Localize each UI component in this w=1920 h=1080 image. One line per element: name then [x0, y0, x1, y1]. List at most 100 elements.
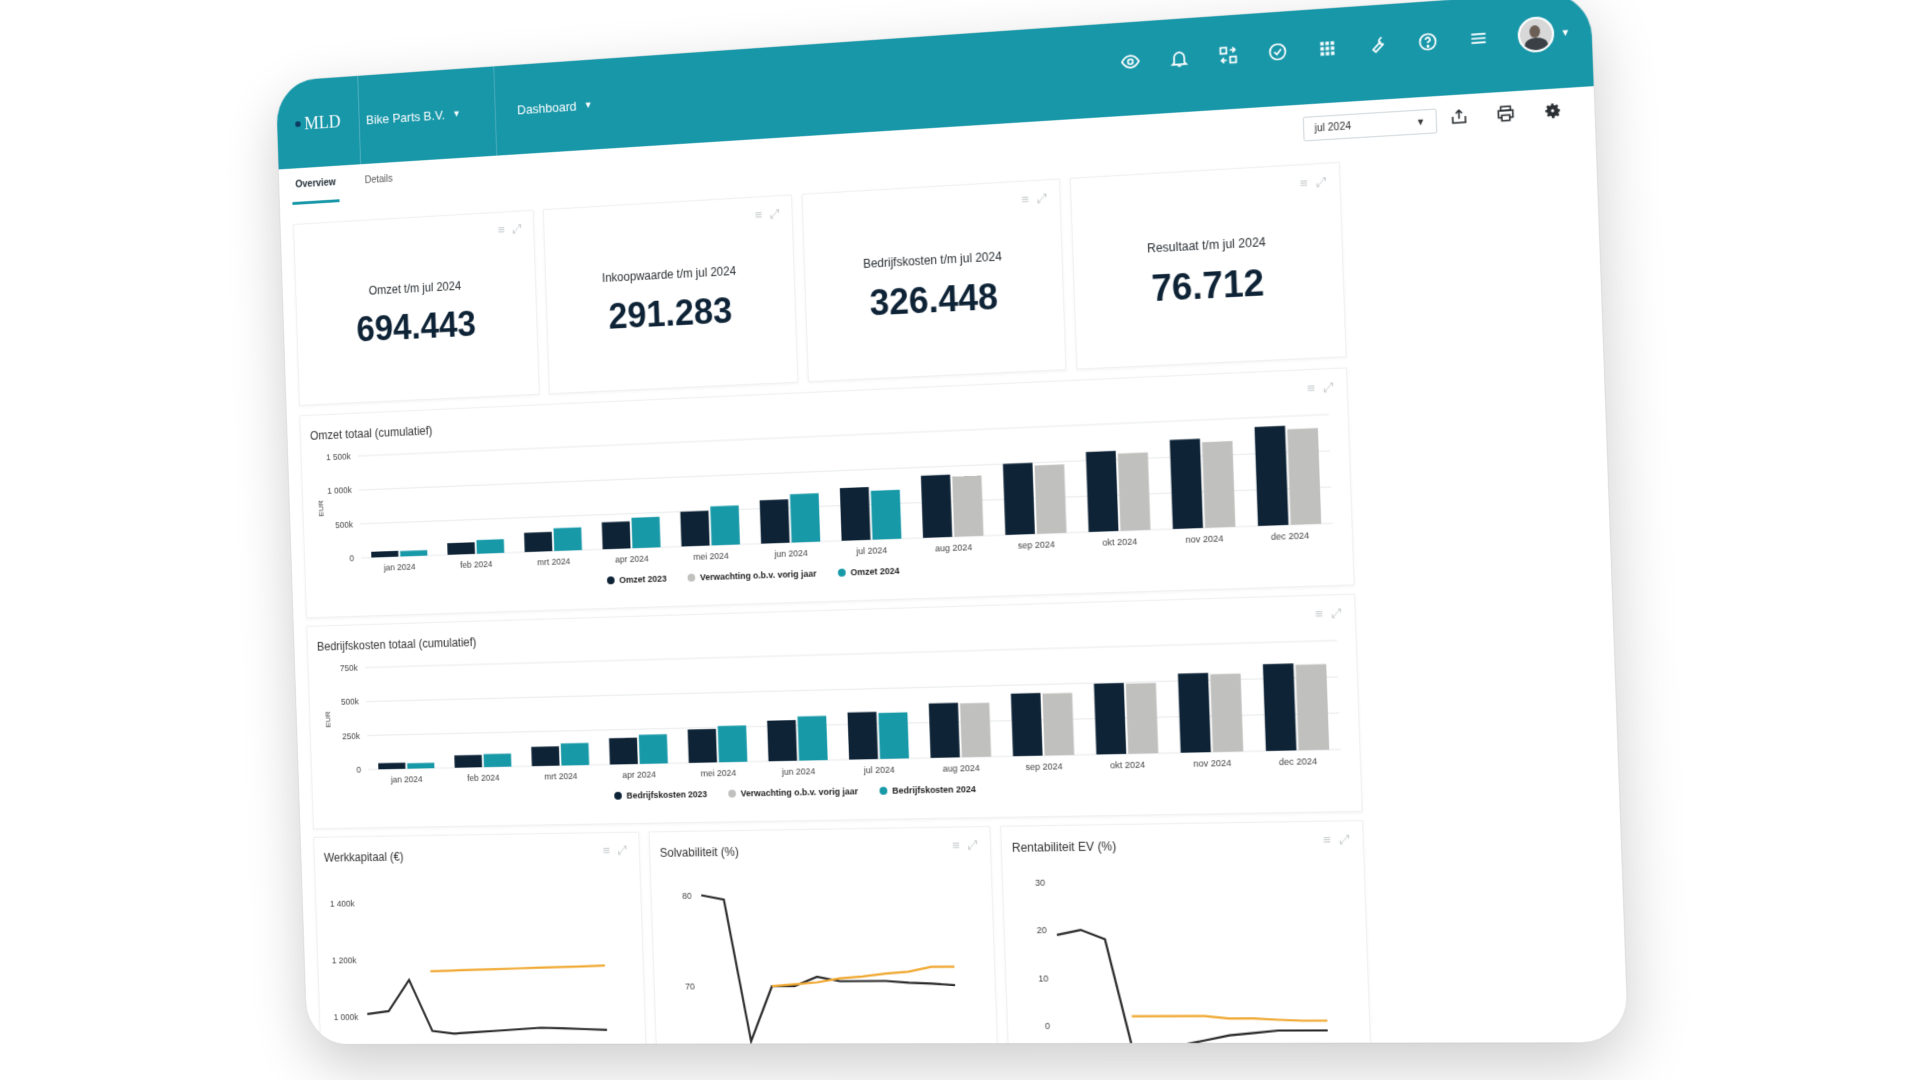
bar	[400, 550, 427, 556]
y-tick-label: 0	[1045, 1021, 1051, 1031]
chevron-down-icon[interactable]: ▼	[1560, 27, 1570, 38]
legend-marker	[607, 576, 615, 584]
expand-icon[interactable]: ⤢	[770, 206, 781, 222]
kpi-label: Omzet t/m jul 2024	[296, 275, 535, 301]
menu-icon[interactable]	[1467, 26, 1491, 50]
gridline	[365, 640, 1337, 667]
series-line	[430, 966, 605, 972]
chart-card-rentabiliteit: ≡ ⤢ Rentabiliteit EV (%) 0 10 20 30	[1000, 820, 1371, 1044]
view-selector[interactable]: Dashboard ▼	[516, 60, 594, 155]
bar	[929, 703, 960, 758]
kpi-card: ≡ ⤢ Inkoopwaarde t/m jul 2024 291.283	[543, 194, 798, 394]
expand-icon[interactable]: ⤢	[1037, 190, 1048, 207]
expand-icon[interactable]: ⤢	[1316, 174, 1327, 191]
tab-overview[interactable]: Overview	[291, 169, 340, 204]
bar	[447, 542, 475, 555]
bar	[371, 551, 398, 558]
bar	[798, 716, 828, 761]
bar	[476, 539, 504, 554]
bar	[631, 517, 660, 549]
period-select[interactable]: jul 2024 ▼	[1303, 109, 1438, 142]
chevron-down-icon: ▼	[584, 100, 593, 110]
dashboard-content: ≡ ⤢ Omzet t/m jul 2024 694.443 ≡ ⤢ Inkoopw…	[293, 154, 1510, 1044]
bell-icon[interactable]	[1168, 46, 1191, 70]
x-tick-label: jun 2024	[781, 766, 816, 777]
legend-marker	[614, 792, 622, 800]
kpi-card: ≡ ⤢ Omzet t/m jul 2024 694.443	[293, 210, 540, 406]
check-circle-icon[interactable]	[1266, 40, 1290, 64]
bar	[840, 487, 871, 541]
print-icon[interactable]	[1496, 103, 1518, 125]
legend-marker	[687, 574, 695, 582]
header-icons: ▼	[1119, 15, 1571, 80]
legend-marker	[728, 790, 736, 798]
menu-icon[interactable]: ≡	[498, 222, 506, 238]
bar	[767, 720, 797, 761]
legend-label: Bedrijfskosten 2024	[892, 784, 976, 796]
kpi-value: 76.712	[1074, 257, 1344, 314]
help-icon[interactable]	[1416, 30, 1440, 54]
bar	[1094, 683, 1126, 755]
app-window: MLD Bike Parts B.V. ▼ Dashboard ▼ ▼ Overvi…	[276, 0, 1628, 1044]
bar	[602, 521, 631, 549]
menu-icon[interactable]: ≡	[755, 207, 763, 223]
logo[interactable]: MLD	[294, 76, 361, 168]
gear-icon[interactable]	[1543, 101, 1565, 123]
legend-marker	[879, 787, 887, 795]
menu-icon[interactable]: ≡	[1300, 175, 1308, 192]
x-tick-label: okt 2024	[1102, 536, 1137, 548]
bar	[718, 725, 748, 762]
x-tick-label: sep 2024	[1018, 539, 1055, 551]
legend-label: Omzet 2024	[850, 566, 899, 578]
y-tick-label: 1 000k	[327, 485, 352, 496]
x-tick-label: mrt 2024	[537, 556, 571, 567]
y-tick-label: 750k	[340, 663, 359, 673]
series-line	[366, 979, 607, 1034]
period-value: jul 2024	[1314, 121, 1351, 135]
expand-icon[interactable]: ⤢	[512, 221, 522, 237]
x-tick-label: nov 2024	[1193, 758, 1231, 769]
y-tick-label: 1 400k	[330, 899, 355, 909]
bar	[524, 532, 552, 552]
share-icon[interactable]	[1449, 106, 1471, 128]
switch-icon[interactable]	[1217, 43, 1240, 67]
menu-icon[interactable]: ≡	[1021, 191, 1029, 208]
bedrijfskosten-bar-chart: 0 250k 500k 750k EUR jan 2024 feb 2024 mrt 2024…	[307, 595, 1361, 829]
card-tools: ≡ ⤢	[498, 221, 523, 238]
wrench-icon[interactable]	[1366, 33, 1390, 57]
avatar[interactable]	[1517, 16, 1555, 54]
dashboard-device: MLD Bike Parts B.V. ▼ Dashboard ▼ ▼ Overvi…	[276, 0, 1628, 1044]
y-tick-label: 0	[356, 765, 361, 775]
bar	[878, 712, 909, 759]
bar	[1011, 693, 1043, 756]
y-axis-label: EUR	[317, 500, 326, 517]
bar	[531, 746, 559, 766]
bar	[1210, 674, 1243, 753]
bar	[760, 499, 790, 543]
bar	[1263, 663, 1297, 751]
y-tick-label: 1 200k	[332, 955, 357, 965]
bar	[960, 703, 991, 758]
toolbar-icons	[1449, 101, 1565, 129]
y-tick-label: 0	[349, 553, 354, 563]
top-header: MLD Bike Parts B.V. ▼ Dashboard ▼ ▼	[276, 0, 1594, 169]
x-tick-label: sep 2024	[1025, 761, 1062, 772]
kpi-card: ≡ ⤢ Bedrijfskosten t/m jul 2024 326.448	[802, 179, 1067, 383]
chart-card-bedrijfskosten: ≡ ⤢ Bedrijfskosten totaal (cumulatief) 02…	[306, 594, 1362, 830]
logo-dot	[295, 121, 301, 127]
bar	[378, 763, 405, 770]
series-line	[1132, 1016, 1328, 1021]
tab-details[interactable]: Details	[361, 166, 397, 201]
bar	[680, 511, 709, 547]
bar	[1126, 683, 1158, 754]
card-tools: ≡ ⤢	[1021, 190, 1048, 208]
apps-grid-icon[interactable]	[1316, 36, 1340, 60]
y-tick-label: 250k	[342, 731, 361, 741]
y-axis-label: EUR	[323, 711, 332, 728]
company-selector[interactable]: Bike Parts B.V. ▼	[365, 69, 463, 164]
x-tick-label: apr 2024	[622, 769, 656, 780]
y-tick-label: 80	[682, 890, 692, 900]
eye-icon[interactable]	[1119, 50, 1142, 74]
bar	[1003, 463, 1035, 535]
x-tick-label: aug 2024	[943, 763, 981, 774]
